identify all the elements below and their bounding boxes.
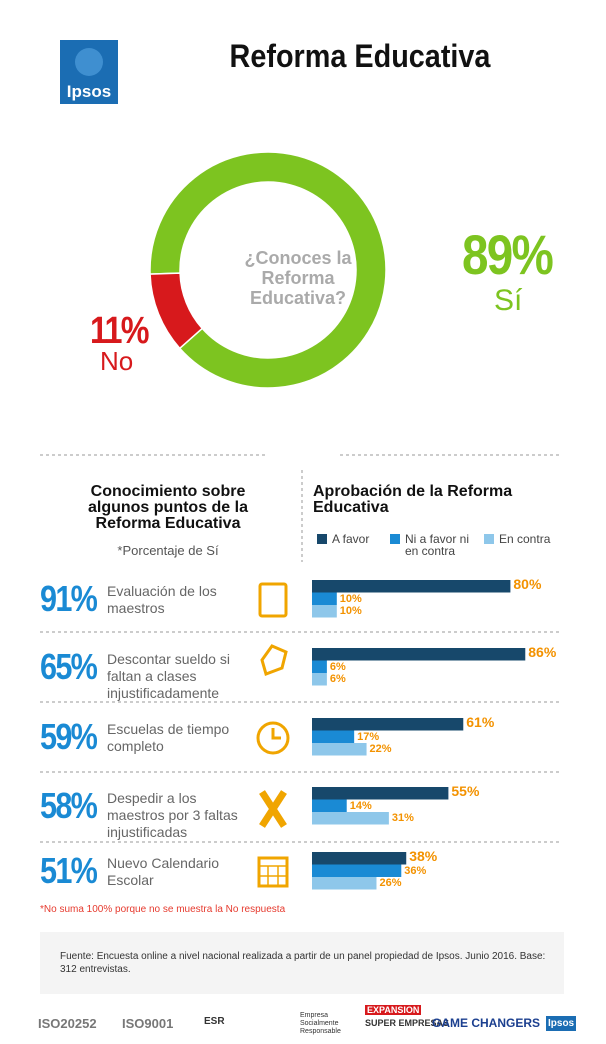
footer-logo: Ipsos	[546, 1016, 577, 1031]
bar	[312, 864, 402, 877]
knowledge-title: Conocimiento sobre algunos puntos de la …	[87, 483, 248, 532]
bar	[312, 660, 327, 673]
donut-value-label: 89%	[462, 223, 554, 286]
bar	[312, 787, 449, 800]
footer-logo: SUPER EMPRESAS	[365, 1018, 450, 1028]
row-label: Nuevo Calendario Escolar	[107, 855, 220, 888]
bar-value-label: 26%	[379, 877, 402, 889]
knowledge-value: 59%	[40, 716, 98, 757]
donut-segment	[149, 272, 204, 350]
bar-value-label: 10%	[339, 592, 362, 605]
bar-value-label: 22%	[369, 743, 392, 755]
bar-value-label: 6%	[329, 660, 346, 673]
donut-category: No	[100, 346, 134, 376]
footer-logo: GAME CHANGERS	[432, 1016, 541, 1030]
legend-label: En contra	[499, 532, 551, 546]
legend-swatch	[484, 534, 494, 544]
dividers	[40, 454, 562, 843]
bar	[312, 812, 389, 825]
clock-hands	[271, 728, 281, 740]
footnote: *No suma 100% porque no se muestra la No…	[40, 904, 286, 915]
footer-logo: EXPANSION	[365, 1005, 422, 1015]
bar-value-label: 55%	[451, 783, 480, 799]
legend-label: A favor	[332, 532, 370, 546]
bar	[312, 592, 337, 605]
bar-value-label: 10%	[339, 605, 362, 617]
x-icon	[259, 790, 287, 828]
bar-title: Aprobación de la Reforma Educativa	[313, 483, 513, 516]
logo-box	[60, 40, 118, 104]
footer-logo: ISO9001	[122, 1016, 174, 1031]
icons	[256, 582, 290, 888]
knowledge-subtitle: *Porcentaje de Sí	[117, 543, 219, 558]
bar	[312, 730, 355, 743]
row-label: Evaluación de los maestros	[107, 583, 217, 616]
footer-logo: ISO20252	[38, 1016, 97, 1031]
donut-category: Sí	[494, 284, 523, 317]
title: Reforma Educativa	[229, 38, 491, 74]
source-box	[40, 932, 564, 994]
logo-head	[75, 48, 103, 76]
bar	[312, 673, 327, 686]
bar-value-label: 17%	[357, 730, 380, 743]
logo-text: Ipsos	[66, 82, 112, 101]
row-label: Despedir a los maestros por 3 faltas inj…	[107, 790, 238, 840]
footer-logo: Empresa Socialmente Responsable	[300, 1012, 341, 1035]
bar	[312, 718, 464, 731]
legend-label: Ni a favor ni en contra	[405, 532, 470, 558]
bar	[312, 877, 377, 890]
bar	[312, 648, 526, 661]
footer-logo: ESR	[204, 1016, 225, 1027]
bar-value-label: 38%	[409, 848, 438, 864]
bar-value-label: 14%	[349, 799, 372, 812]
knowledge-value: 91%	[40, 578, 98, 619]
bar	[312, 799, 347, 812]
money-icon	[260, 644, 288, 676]
bar-value-label: 80%	[513, 576, 542, 592]
donut-segment	[149, 151, 387, 389]
bar	[312, 852, 407, 865]
legend-swatch	[317, 534, 327, 544]
bar-value-label: 36%	[404, 864, 427, 877]
bar-value-label: 86%	[528, 644, 557, 660]
donut-value-label: 11%	[90, 310, 149, 352]
source: Fuente: Encuesta online a nivel nacional…	[60, 951, 546, 975]
knowledge-value: 51%	[40, 850, 98, 891]
bar-value-label: 31%	[391, 812, 414, 824]
bar-value-label: 6%	[329, 673, 346, 685]
bar	[312, 743, 367, 756]
row-label: Descontar sueldo si faltan a clases inju…	[107, 651, 230, 701]
calendar-icon	[257, 856, 289, 888]
bar-value-label: 61%	[466, 714, 495, 730]
clipboard-icon	[258, 582, 288, 618]
knowledge-value: 58%	[40, 785, 98, 826]
clock-icon	[256, 721, 290, 755]
bar	[312, 605, 337, 618]
row-label: Escuelas de tiempo completo	[107, 721, 230, 754]
bar	[312, 580, 511, 593]
knowledge-value: 65%	[40, 646, 98, 687]
calendar-grid	[259, 865, 287, 886]
legend-swatch	[390, 534, 400, 544]
donut-question: ¿Conoces la Reforma Educativa?	[244, 248, 352, 308]
